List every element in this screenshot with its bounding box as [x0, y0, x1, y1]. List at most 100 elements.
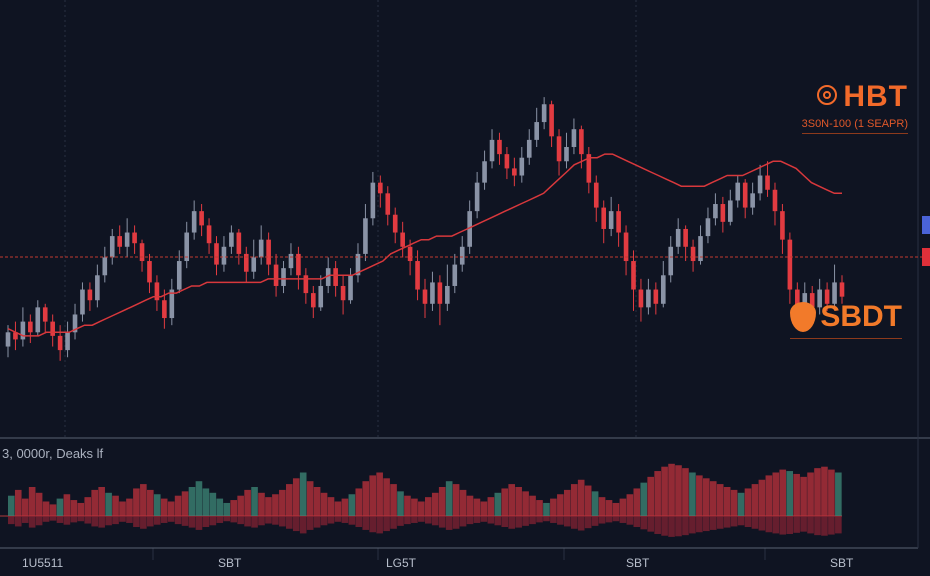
histogram-bar-down-11: [84, 516, 92, 524]
histogram-bar-down-104: [730, 516, 738, 527]
histogram-bar-up-15: [112, 495, 119, 516]
candle-55: [415, 250, 420, 301]
histogram-bar-up-11: [84, 497, 92, 516]
histogram-bar-down-96: [675, 516, 682, 537]
candle-body-62: [467, 211, 472, 247]
brand-hbt-subtitle: 3S0N-100 (1 SEAPR): [801, 118, 908, 134]
histogram-bar-down-46: [327, 516, 335, 524]
histogram-bar-down-18: [133, 516, 140, 528]
histogram-bar-down-17: [126, 516, 133, 523]
candle-16: [124, 218, 130, 258]
histogram-bar-down-43: [306, 516, 314, 530]
histogram-bar-up-97: [682, 468, 689, 516]
histogram-bar-up-14: [105, 492, 112, 516]
histogram-bar-up-109: [765, 475, 773, 516]
candle-89: [668, 236, 674, 283]
histogram-bar-down-44: [313, 516, 321, 528]
side-tab-blue[interactable]: [922, 216, 930, 234]
histogram-bar-up-87: [612, 502, 620, 516]
candle-80: [601, 200, 607, 244]
candle-52: [392, 207, 398, 244]
histogram-bar-down-82: [577, 516, 585, 531]
x-label-2: LG5T: [386, 556, 417, 570]
histogram-bar-down-105: [737, 516, 745, 526]
candle-82: [616, 204, 621, 247]
histogram-bar-up-99: [696, 475, 703, 516]
histogram-bar-down-107: [751, 516, 759, 529]
candle-17: [132, 225, 137, 254]
histogram-bar-up-13: [98, 487, 105, 516]
histogram-bar-down-99: [696, 516, 703, 533]
candle-body-29: [221, 246, 227, 265]
candle-body-37: [281, 268, 286, 286]
candle-body-65: [489, 139, 495, 162]
candle-51: [385, 186, 391, 226]
candle-75: [564, 132, 569, 169]
histogram-bar-up-92: [647, 476, 655, 516]
candle-101: [757, 164, 763, 201]
histogram-bar-down-60: [425, 516, 432, 524]
histogram-bar-up-105: [737, 492, 745, 516]
candle-body-67: [504, 154, 510, 169]
candle-body-32: [243, 253, 249, 272]
candle-body-1: [13, 332, 18, 340]
candle-39: [296, 246, 301, 290]
candle-body-53: [400, 232, 405, 247]
candle-72: [541, 97, 547, 130]
histogram-bar-down-28: [202, 516, 210, 528]
candle-88: [660, 261, 666, 308]
candle-32: [243, 246, 249, 283]
histogram-bar-down-59: [418, 516, 425, 522]
histogram-bar-down-83: [584, 516, 592, 529]
candle-46: [348, 268, 353, 304]
candle-87: [653, 282, 659, 315]
candle-body-7: [57, 335, 63, 351]
indicator-label: 3, 0000r, Deaks lf: [2, 446, 104, 461]
candle-body-76: [571, 129, 577, 148]
candle-48: [363, 204, 368, 262]
candle-36: [273, 253, 279, 297]
candle-body-28: [214, 243, 219, 265]
candle-44: [333, 261, 338, 297]
histogram-bar-down-8: [63, 516, 71, 525]
histogram-bar-down-37: [265, 516, 272, 524]
histogram-bar-up-3: [28, 487, 36, 516]
candle-95: [713, 193, 718, 226]
histogram-bar-down-12: [91, 516, 99, 527]
candle-body-90: [675, 228, 681, 247]
histogram-bar-up-73: [515, 487, 522, 516]
histogram-bar-down-115: [807, 516, 814, 534]
candle-27: [206, 218, 212, 254]
candle-91: [683, 225, 688, 262]
candlestick-series: [5, 97, 845, 361]
histogram-bar-down-7: [56, 516, 64, 523]
histogram-bar-up-28: [202, 488, 210, 516]
histogram-bar-down-47: [334, 516, 342, 522]
side-tab-red[interactable]: [922, 248, 930, 266]
histogram-bar-down-58: [411, 516, 418, 523]
candle-body-15: [117, 236, 123, 247]
histogram-bar-up-45: [320, 492, 328, 516]
histogram-bar-up-94: [661, 466, 668, 516]
histogram-bar-down-103: [723, 516, 731, 528]
candle-body-68: [512, 168, 517, 176]
histogram-bar-down-26: [188, 516, 196, 528]
histogram-bar-up-39: [279, 489, 286, 516]
candle-body-104: [780, 211, 785, 240]
histogram-bar-down-65: [459, 516, 467, 527]
candle-15: [117, 225, 123, 254]
histogram-bar-up-55: [390, 484, 397, 516]
histogram-bar-up-74: [522, 491, 529, 516]
candle-61: [459, 236, 465, 272]
histogram-bar-down-48: [341, 516, 349, 523]
candle-84: [631, 250, 636, 311]
histogram-bar-up-61: [431, 492, 439, 516]
candle-92: [690, 239, 696, 272]
histogram-bar-down-77: [543, 516, 550, 522]
histogram-bar-up-72: [508, 484, 516, 516]
histogram-bar-up-47: [334, 501, 342, 516]
candle-body-89: [668, 246, 674, 276]
histogram-bar-up-53: [376, 472, 383, 516]
histogram-bar-up-54: [383, 478, 390, 516]
candle-47: [355, 243, 361, 283]
